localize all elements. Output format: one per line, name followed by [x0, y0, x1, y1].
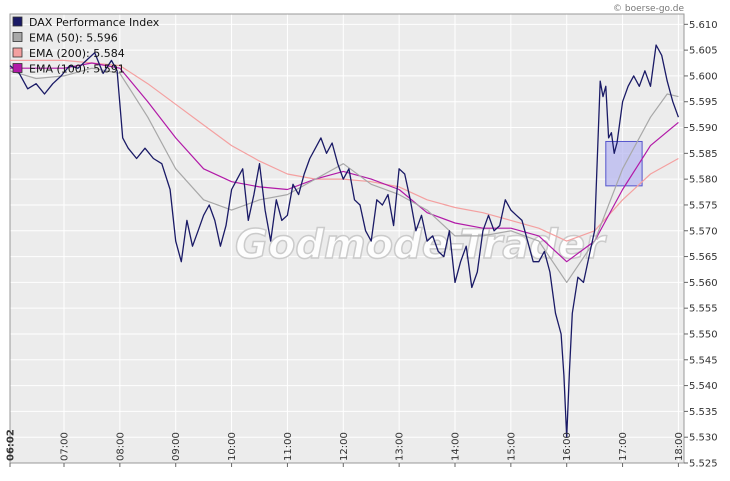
series-line-ema100: [10, 62, 679, 263]
legend-label-dax: DAX Performance Index: [29, 16, 160, 29]
y-axis-ticks: 5.525 5.530 5.535 5.540 5.545 5.550 5.555 5.560…: [684, 20, 718, 470]
x-tick-label: 15:00: [506, 432, 517, 461]
x-tick-label: 08:00: [115, 432, 126, 461]
x-tick-label: 16:00: [562, 432, 573, 461]
y-tick-label: 5.560: [689, 278, 718, 289]
x-tick-label: 10:00: [227, 432, 238, 461]
y-tick-label: 5.535: [689, 407, 718, 418]
series-lines: [9, 44, 680, 438]
y-tick-label: 5.600: [689, 71, 718, 82]
x-axis-ticks: 06:02 07:00 08:00 09:00 10:00 11:00 12:00 13:00…: [6, 429, 685, 467]
y-tick-label: 5.565: [689, 252, 718, 263]
legend-label-ema100: EMA (100): 5.591: [29, 63, 125, 76]
y-tick-label: 5.585: [689, 149, 718, 160]
series-line-dax: [9, 44, 680, 438]
legend-label-ema200: EMA (200): 5.584: [29, 47, 125, 60]
x-tick-label: 06:02: [6, 429, 17, 461]
y-tick-label: 5.595: [689, 97, 718, 108]
highlight-box: [605, 140, 643, 187]
y-tick-label: 5.590: [689, 123, 718, 134]
y-tick-label: 5.605: [689, 46, 718, 57]
y-tick-label: 5.550: [689, 329, 718, 340]
legend: DAX Performance Index EMA (50): 5.596 EMA …: [12, 16, 160, 76]
legend-label-ema50: EMA (50): 5.596: [29, 32, 118, 45]
legend-swatch-ema100: [12, 63, 23, 73]
watermark-logo: Godmode-Trader: [235, 222, 607, 268]
x-tick-label: 18:00: [674, 432, 685, 461]
y-tick-label: 5.545: [689, 355, 718, 366]
y-tick-label: 5.570: [689, 226, 718, 237]
x-tick-label: 11:00: [283, 432, 294, 461]
source-credit: © boerse-go.de: [613, 4, 684, 14]
series-line-ema200: [10, 59, 679, 242]
y-tick-label: 5.525: [689, 459, 718, 470]
y-tick-label: 5.555: [689, 304, 718, 315]
y-tick-label: 5.530: [689, 433, 718, 444]
y-tick-label: 5.610: [689, 20, 718, 31]
plot-border: [9, 13, 685, 464]
y-tick-label: 5.540: [689, 381, 718, 392]
legend-swatch-ema200: [12, 47, 23, 58]
x-tick-label: 14:00: [450, 432, 461, 461]
legend-swatch-ema50: [12, 32, 23, 42]
x-tick-label: 09:00: [171, 432, 182, 461]
x-tick-label: 13:00: [395, 432, 406, 461]
x-tick-label: 17:00: [618, 432, 629, 461]
x-tick-label: 07:00: [60, 432, 71, 461]
y-tick-label: 5.575: [689, 200, 718, 211]
y-tick-label: 5.580: [689, 175, 718, 186]
series-line-ema50: [9, 67, 679, 283]
x-tick-label: 12:00: [339, 432, 350, 461]
legend-swatch-dax: [12, 16, 23, 27]
plot-area: [10, 14, 684, 463]
